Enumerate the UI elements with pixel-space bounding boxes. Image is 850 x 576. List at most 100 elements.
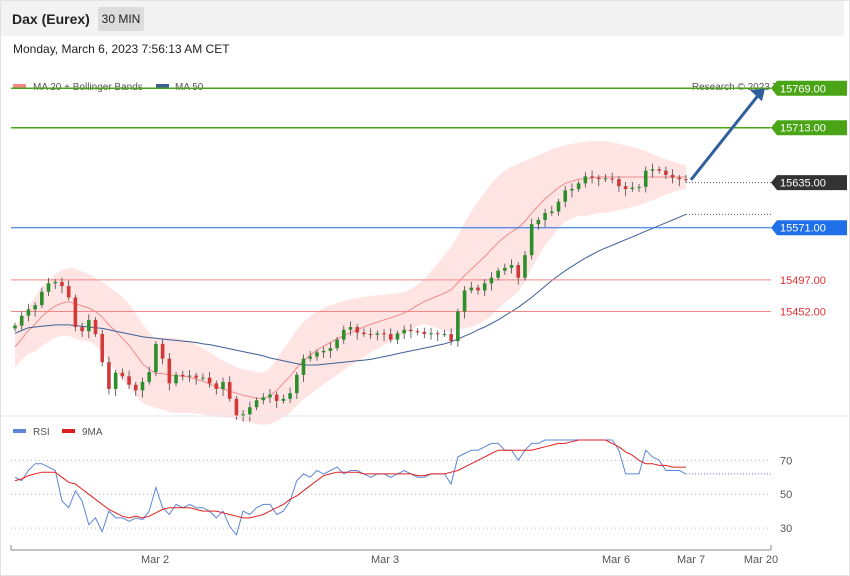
- x-tick-label: Mar 2: [141, 554, 169, 566]
- rsi-ma-legend-label: 9MA: [82, 427, 103, 438]
- candle: [174, 372, 178, 387]
- candle: [167, 353, 172, 391]
- candle-body: [516, 265, 521, 278]
- candle-body: [248, 407, 252, 415]
- candle-body: [543, 212, 547, 220]
- candle: [422, 327, 427, 339]
- rsi-legend-label: RSI: [33, 427, 50, 438]
- candle: [40, 287, 44, 308]
- candle: [301, 354, 306, 382]
- candle-body: [194, 375, 198, 378]
- candle-body: [395, 333, 400, 340]
- header-bar: Dax (Eurex) 30 MIN: [1, 1, 844, 36]
- candle-body: [456, 311, 460, 342]
- candle: [207, 372, 212, 388]
- candle-body: [33, 305, 37, 310]
- candle-body: [429, 333, 433, 335]
- candle: [341, 325, 346, 344]
- candle: [529, 218, 534, 260]
- candle-body: [576, 183, 581, 189]
- candle: [556, 198, 561, 216]
- candle-body: [127, 376, 131, 385]
- candle-body: [496, 270, 500, 278]
- resistance-level-label: 15713.00: [780, 123, 826, 135]
- candle: [87, 314, 91, 339]
- candle: [80, 322, 84, 337]
- candle-body: [53, 281, 58, 284]
- candle: [657, 166, 661, 174]
- price-plot: 15769.00 15713.00 15635.00 15571.00 15497.00…: [11, 80, 847, 425]
- candle: [543, 208, 547, 228]
- candle: [335, 336, 339, 351]
- candle: [127, 370, 131, 389]
- candle: [107, 356, 111, 395]
- candle: [201, 373, 205, 381]
- candle-body: [590, 176, 594, 178]
- candle: [154, 341, 158, 377]
- candle-body: [442, 334, 447, 336]
- candle: [308, 350, 313, 362]
- ma20-legend-label: MA 20 + Bollinger Bands: [33, 82, 143, 93]
- candle-body: [529, 224, 534, 256]
- candle: [281, 394, 286, 404]
- candle: [476, 284, 480, 295]
- candle-body: [201, 377, 205, 379]
- candle: [46, 277, 51, 297]
- candle: [33, 302, 37, 317]
- rsi-ma-line: [14, 439, 686, 519]
- x-tick-label: Mar 6: [602, 554, 630, 566]
- candle-body: [657, 169, 661, 171]
- candle-body: [227, 381, 232, 399]
- candle-body: [536, 219, 541, 225]
- candle: [550, 205, 554, 216]
- candle: [630, 181, 635, 192]
- candle-body: [362, 332, 366, 335]
- candle: [100, 329, 105, 367]
- candle-body: [422, 331, 427, 335]
- candle: [375, 330, 380, 341]
- candle-body: [677, 177, 682, 180]
- datetime-label: Monday, March 6, 2023 7:56:13 AM CET: [13, 42, 230, 56]
- candle: [482, 279, 487, 297]
- candle-body: [402, 329, 406, 334]
- candle: [402, 325, 406, 339]
- timeframe-button[interactable]: 30 MIN: [98, 7, 144, 31]
- candle: [650, 163, 655, 178]
- candle-body: [100, 334, 105, 363]
- candle-body: [66, 286, 71, 298]
- candle-body: [563, 190, 568, 202]
- candle: [388, 328, 393, 343]
- candle-body: [281, 398, 286, 401]
- resistance-level-tag: [771, 80, 847, 96]
- rsi-tick-label: 70: [780, 455, 792, 467]
- candle-body: [375, 333, 380, 335]
- resistance-level-tag: [771, 120, 847, 136]
- candle-body: [476, 287, 480, 291]
- candle-body: [596, 177, 601, 180]
- candle: [53, 279, 58, 289]
- candle-body: [643, 170, 648, 187]
- candle-body: [288, 393, 292, 399]
- candle: [563, 186, 568, 208]
- candle: [382, 329, 386, 342]
- candle: [194, 372, 198, 385]
- candle: [664, 166, 668, 180]
- candle-body: [154, 343, 158, 373]
- candle-body: [301, 358, 306, 375]
- candle: [261, 393, 266, 405]
- candle-body: [341, 329, 346, 340]
- candle: [187, 369, 192, 382]
- candle: [409, 324, 413, 339]
- candle-body: [46, 283, 51, 292]
- candle-body: [409, 329, 413, 332]
- candle-body: [382, 333, 386, 335]
- candle: [435, 330, 440, 342]
- candle-body: [60, 281, 64, 287]
- candle-body: [664, 170, 668, 175]
- candle: [583, 172, 588, 188]
- candle: [13, 322, 17, 332]
- candle: [348, 321, 353, 336]
- instrument-title: Dax (Eurex): [12, 11, 90, 27]
- pivot-level-tag: [771, 220, 847, 236]
- rsi-tick-label: 50: [780, 489, 792, 501]
